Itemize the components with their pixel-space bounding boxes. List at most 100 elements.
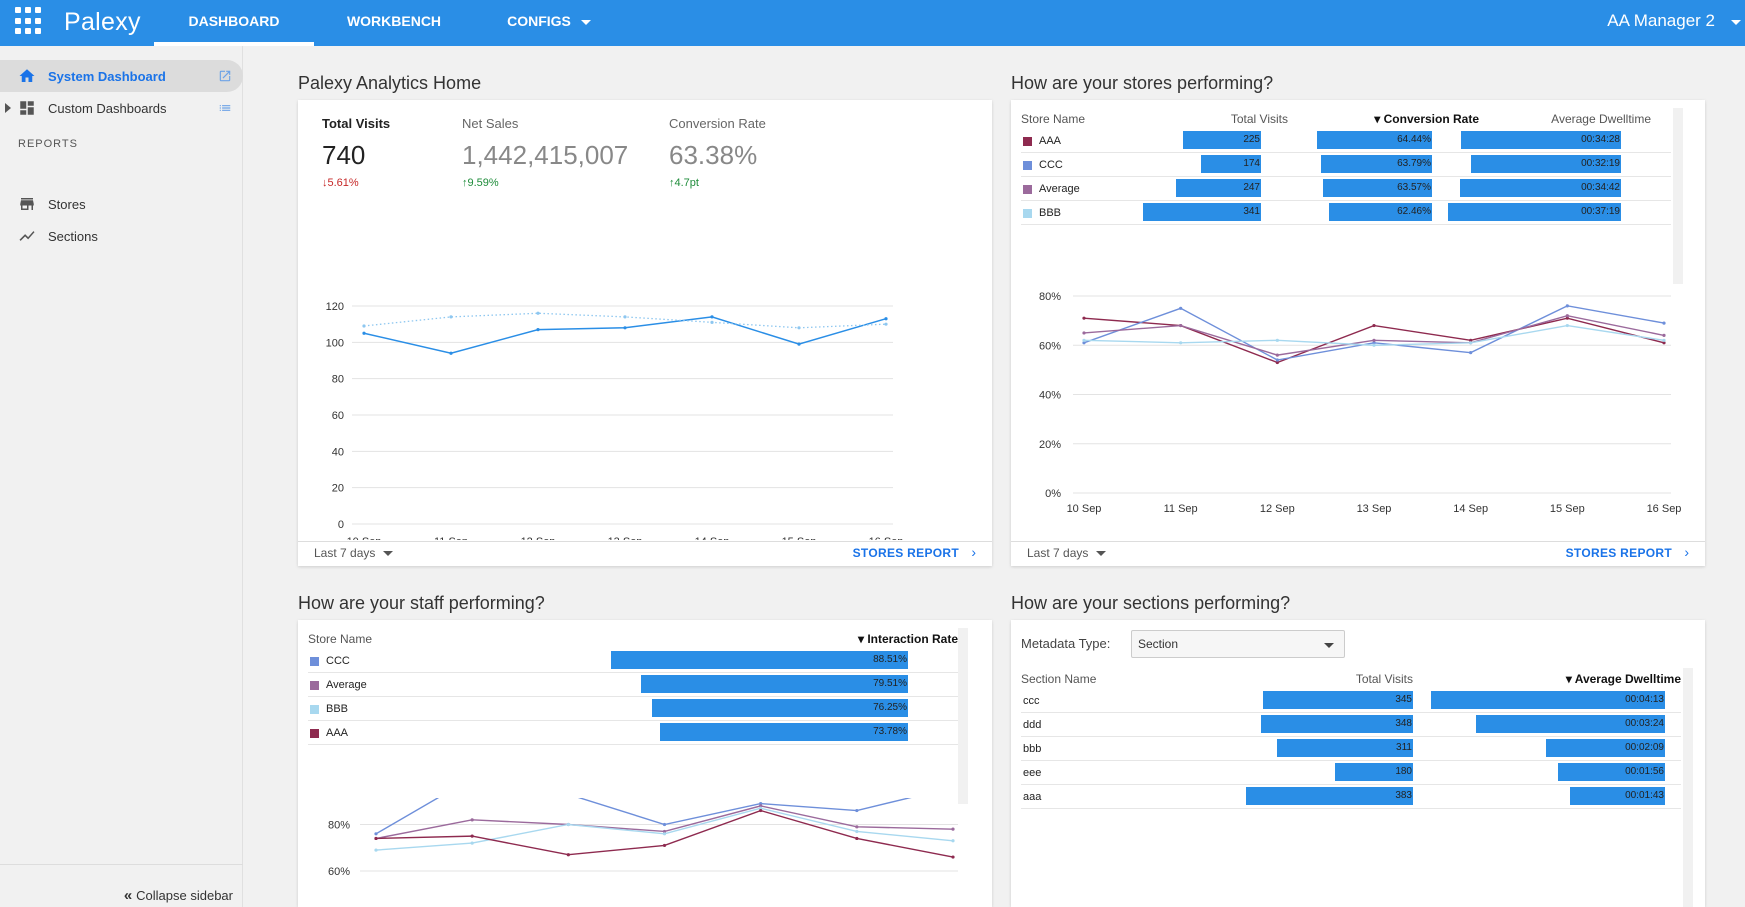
data-point[interactable] (1082, 331, 1086, 335)
table-row[interactable]: aaa 383 00:01:43 (1021, 785, 1681, 809)
data-point[interactable] (951, 839, 955, 843)
data-point[interactable] (1275, 360, 1279, 365)
apps-grid-icon[interactable] (15, 7, 43, 35)
date-range-select[interactable]: Last 7 days (1027, 546, 1107, 560)
data-point[interactable] (1082, 316, 1086, 320)
col-header-store-name[interactable]: Store Name (308, 632, 373, 646)
data-point[interactable] (1179, 341, 1183, 345)
metadata-type-select[interactable]: Section (1131, 630, 1345, 658)
nav-tab-dashboard[interactable]: DASHBOARD (154, 0, 314, 46)
data-point[interactable] (1372, 341, 1376, 345)
app-brand[interactable]: Palexy (64, 8, 141, 36)
col-header-interaction-rate[interactable]: ▾ Interaction Rate (758, 632, 958, 646)
data-point[interactable] (710, 315, 714, 319)
staff-table-scrollbar[interactable] (958, 628, 968, 804)
data-point[interactable] (1565, 316, 1569, 320)
data-point[interactable] (449, 315, 453, 319)
col-header-avg-dwelltime[interactable]: Average Dwelltime (1551, 112, 1651, 126)
data-point[interactable] (662, 822, 667, 827)
data-point[interactable] (759, 806, 763, 810)
data-point[interactable] (951, 855, 955, 859)
stores-report-link[interactable]: STORES REPORT (1565, 546, 1672, 560)
nav-tab-workbench[interactable]: WORKBENCH (346, 13, 442, 29)
data-point[interactable] (662, 843, 667, 848)
data-point[interactable] (759, 804, 763, 808)
nav-tab-configs[interactable]: CONFIGS (494, 0, 604, 46)
list-icon[interactable] (218, 101, 232, 115)
data-point[interactable] (662, 832, 667, 836)
data-point[interactable] (1179, 306, 1183, 310)
sidebar-item-custom-dashboards[interactable]: Custom Dashboards (0, 92, 243, 124)
table-row[interactable]: ccc 345 00:04:13 (1021, 689, 1681, 713)
col-header-total-visits[interactable]: Total Visits (1355, 672, 1413, 686)
data-point[interactable] (470, 818, 474, 822)
col-header-avg-dwelltime[interactable]: ▾ Average Dwelltime (1451, 672, 1681, 686)
stores-table-scrollbar[interactable] (1673, 108, 1683, 284)
col-header-total-visits[interactable]: Total Visits (1230, 112, 1288, 126)
sidebar-item-sections[interactable]: Sections (0, 220, 243, 252)
data-point[interactable] (1662, 341, 1666, 345)
col-header-store-name[interactable]: Store Name (1021, 112, 1086, 126)
data-point[interactable] (1662, 338, 1666, 342)
data-point[interactable] (470, 834, 474, 838)
data-point[interactable] (797, 326, 801, 330)
table-row[interactable]: Average 79.51% (308, 673, 958, 697)
data-point[interactable] (1469, 338, 1473, 342)
data-point[interactable] (855, 829, 859, 834)
kpi-net-sales[interactable]: Net Sales 1,442,415,007 ↑9.59% (462, 116, 628, 189)
data-point[interactable] (855, 836, 859, 841)
data-point[interactable] (951, 827, 955, 831)
table-row[interactable]: ddd 348 00:03:24 (1021, 713, 1681, 737)
data-point[interactable] (1565, 323, 1569, 328)
series-line-current[interactable] (363, 316, 887, 355)
data-point[interactable] (1179, 323, 1183, 328)
chevron-right-icon[interactable]: › (1684, 544, 1689, 560)
table-row[interactable]: eee 180 00:01:56 (1021, 761, 1681, 785)
series-line-bbb[interactable] (375, 807, 954, 851)
data-point[interactable] (1275, 338, 1279, 342)
data-point[interactable] (1275, 358, 1279, 362)
col-header-conversion-rate[interactable]: ▾ Conversion Rate (1351, 112, 1479, 126)
data-point[interactable] (884, 322, 888, 326)
user-chevron-down-icon[interactable] (1731, 20, 1741, 25)
data-point[interactable] (449, 351, 453, 355)
sidebar-item-stores[interactable]: Stores (0, 188, 243, 220)
data-point[interactable] (470, 841, 474, 845)
table-row[interactable]: CCC 88.51% (308, 649, 958, 673)
data-point[interactable] (1372, 323, 1376, 328)
data-point[interactable] (797, 342, 801, 346)
series-line-average[interactable] (1083, 314, 1665, 356)
table-row[interactable]: BBB 341 62.46% 00:37:19 (1021, 201, 1671, 225)
stores-report-link[interactable]: STORES REPORT (852, 546, 959, 560)
data-point[interactable] (759, 808, 763, 813)
table-row[interactable]: Average 247 63.57% 00:34:42 (1021, 177, 1671, 201)
table-row[interactable]: CCC 174 63.79% 00:32:19 (1021, 153, 1671, 177)
data-point[interactable] (374, 832, 378, 836)
series-line-ccc[interactable] (1083, 305, 1665, 361)
data-point[interactable] (566, 822, 570, 827)
data-point[interactable] (759, 801, 763, 806)
data-point[interactable] (1082, 338, 1086, 342)
data-point[interactable] (1662, 333, 1666, 337)
data-point[interactable] (1372, 343, 1376, 347)
user-menu[interactable]: AA Manager 2 (1607, 11, 1715, 30)
date-range-select[interactable]: Last 7 days (314, 546, 394, 560)
data-point[interactable] (1372, 338, 1376, 342)
table-row[interactable]: AAA 73.78% (308, 721, 958, 745)
data-point[interactable] (1565, 314, 1569, 318)
collapse-sidebar-button[interactable]: «Collapse sidebar (0, 864, 243, 907)
data-point[interactable] (536, 311, 540, 315)
data-point[interactable] (1275, 353, 1279, 357)
data-point[interactable] (884, 317, 888, 321)
data-point[interactable] (1469, 351, 1473, 355)
kpi-total-visits[interactable]: Total Visits 740 ↓5.61% (322, 116, 390, 189)
data-point[interactable] (1469, 341, 1473, 345)
data-point[interactable] (855, 808, 859, 813)
data-point[interactable] (566, 853, 570, 857)
table-row[interactable]: BBB 76.25% (308, 697, 958, 721)
series-line-ccc[interactable] (375, 798, 953, 835)
sidebar-item-system-dashboard[interactable]: System Dashboard (0, 60, 243, 92)
data-point[interactable] (1082, 341, 1086, 345)
col-header-section-name[interactable]: Section Name (1021, 672, 1097, 686)
expand-arrow-icon[interactable] (4, 103, 12, 113)
